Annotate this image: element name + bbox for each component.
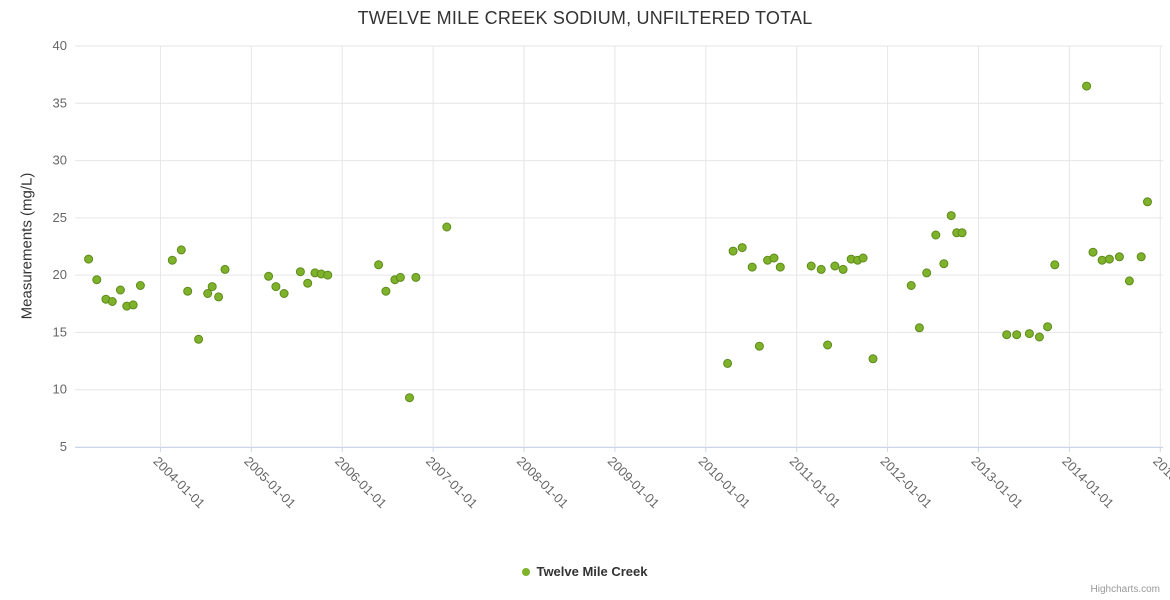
data-point[interactable] (411, 272, 421, 282)
data-point[interactable] (1143, 197, 1152, 207)
data-point[interactable] (295, 267, 305, 277)
data-point[interactable] (303, 278, 313, 288)
data-point[interactable] (374, 260, 384, 270)
y-axis-tick-label: 5 (60, 439, 67, 454)
data-point[interactable] (1114, 252, 1124, 262)
x-axis-tick-label: 2006-01-01 (332, 454, 390, 512)
legend-label: Twelve Mile Creek (536, 564, 648, 579)
data-point[interactable] (868, 354, 878, 364)
y-axis-tick-label: 35 (53, 95, 67, 110)
data-point[interactable] (203, 289, 213, 298)
data-point[interactable] (823, 340, 833, 350)
legend-item[interactable]: Twelve Mile Creek (0, 564, 1170, 579)
data-point[interactable] (271, 282, 281, 292)
data-point[interactable] (946, 211, 956, 221)
data-point[interactable] (922, 268, 932, 278)
data-point[interactable] (1050, 260, 1060, 270)
data-point[interactable] (220, 264, 230, 274)
y-axis-tick-label: 10 (53, 382, 67, 397)
data-point[interactable] (858, 253, 868, 263)
data-point[interactable] (92, 275, 102, 285)
data-point[interactable] (906, 281, 916, 290)
data-point[interactable] (214, 292, 224, 302)
data-point[interactable] (107, 297, 117, 306)
x-axis-tick-label: 2011-01-01 (787, 454, 844, 511)
data-point[interactable] (838, 264, 848, 274)
data-point[interactable] (115, 285, 125, 295)
chart-title: TWELVE MILE CREEK SODIUM, UNFILTERED TOT… (357, 8, 813, 28)
data-point[interactable] (806, 261, 816, 271)
data-point[interactable] (816, 264, 826, 274)
x-axis-tick-label: 2015-01-01 (1150, 454, 1170, 512)
x-axis-tick-label: 2004-01-01 (150, 454, 208, 512)
x-axis-tick-label: 2013-01-01 (968, 454, 1026, 512)
x-axis-tick-label: 2014-01-01 (1059, 454, 1117, 512)
data-point[interactable] (1002, 330, 1012, 340)
data-point[interactable] (1104, 254, 1114, 264)
data-point[interactable] (754, 341, 764, 351)
data-point[interactable] (1088, 247, 1098, 257)
data-point[interactable] (194, 334, 204, 344)
data-point[interactable] (914, 323, 924, 333)
data-point[interactable] (1034, 332, 1044, 342)
data-point[interactable] (1082, 81, 1092, 91)
data-point[interactable] (264, 271, 274, 281)
y-axis-tick-label: 15 (53, 324, 67, 339)
data-point[interactable] (381, 286, 391, 296)
data-point[interactable] (1124, 276, 1134, 286)
data-point[interactable] (405, 393, 414, 403)
data-point[interactable] (1024, 329, 1034, 339)
data-point[interactable] (931, 230, 941, 240)
data-point[interactable] (957, 228, 967, 238)
data-point[interactable] (183, 286, 193, 296)
x-axis-tick-label: 2010-01-01 (696, 454, 754, 512)
y-axis-tick-label: 20 (53, 267, 67, 282)
data-point[interactable] (747, 262, 757, 272)
data-point[interactable] (279, 289, 289, 298)
data-point[interactable] (442, 222, 452, 232)
data-point[interactable] (176, 245, 186, 255)
data-point[interactable] (737, 243, 747, 253)
y-axis-tick-label: 40 (53, 38, 67, 53)
data-point[interactable] (167, 255, 177, 265)
data-point[interactable] (1097, 255, 1107, 265)
data-point[interactable] (939, 259, 949, 269)
x-axis-tick-label: 2008-01-01 (514, 454, 572, 512)
data-point[interactable] (1012, 330, 1022, 340)
data-point[interactable] (323, 270, 333, 280)
highcharts-credits-link[interactable]: Highcharts.com (1090, 584, 1160, 595)
y-axis-tick-label: 30 (53, 153, 67, 168)
y-axis-tick-label: 25 (53, 210, 67, 225)
data-point[interactable] (830, 261, 840, 271)
legend-marker-icon (522, 567, 531, 576)
data-point[interactable] (84, 254, 94, 264)
data-point[interactable] (728, 246, 738, 256)
data-point[interactable] (1043, 322, 1053, 332)
data-point[interactable] (769, 253, 779, 263)
data-point[interactable] (395, 272, 405, 282)
data-point[interactable] (135, 281, 145, 290)
data-point[interactable] (207, 282, 217, 292)
x-axis-tick-label: 2007-01-01 (423, 454, 481, 512)
data-point[interactable] (1136, 252, 1146, 262)
data-point[interactable] (723, 358, 733, 368)
x-axis-tick-label: 2012-01-01 (877, 454, 935, 512)
x-axis-tick-label: 2009-01-01 (605, 454, 663, 512)
data-point[interactable] (775, 262, 785, 272)
x-axis-tick-label: 2005-01-01 (241, 454, 299, 512)
data-point[interactable] (128, 300, 138, 310)
